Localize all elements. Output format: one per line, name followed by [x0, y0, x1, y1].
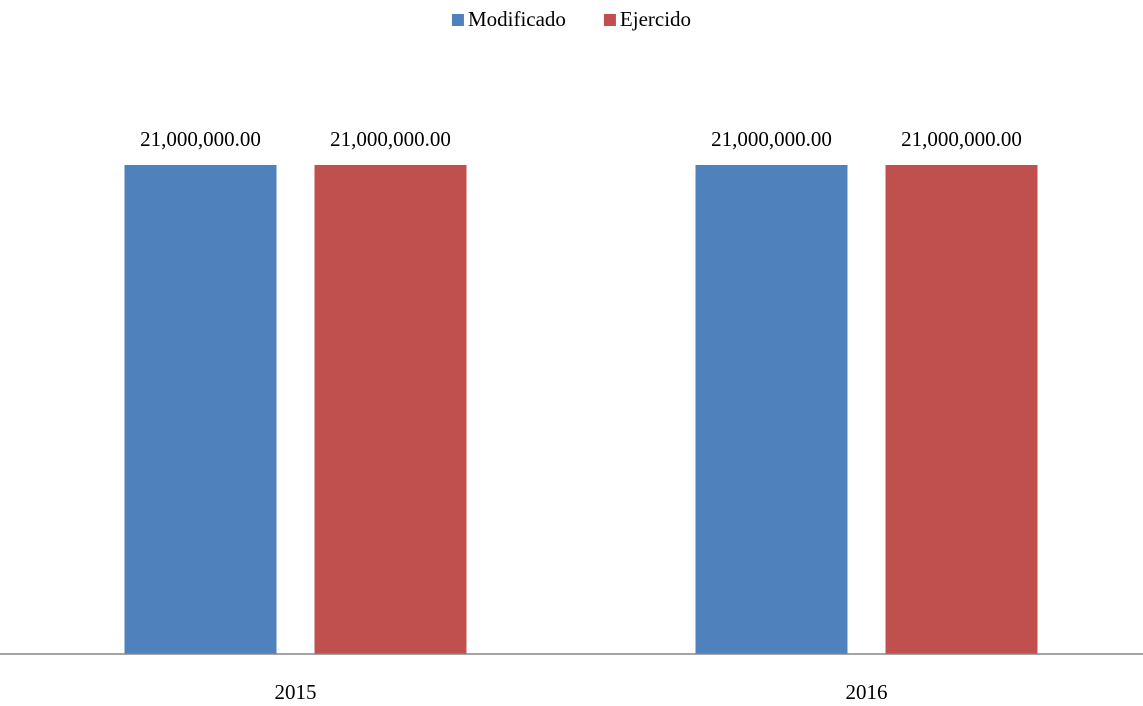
bar — [124, 165, 277, 654]
x-tick-label: 2015 — [275, 680, 317, 704]
legend-label: Ejercido — [620, 7, 691, 31]
data-label: 21,000,000.00 — [140, 127, 261, 151]
data-label: 21,000,000.00 — [711, 127, 832, 151]
legend-label: Modificado — [468, 7, 566, 31]
legend-swatch — [603, 14, 616, 26]
data-label: 21,000,000.00 — [330, 127, 451, 151]
bar — [695, 165, 848, 654]
bar — [314, 165, 467, 654]
data-label: 21,000,000.00 — [901, 127, 1022, 151]
legend-swatch — [451, 14, 464, 26]
x-tick-label: 2016 — [846, 680, 888, 704]
bar — [885, 165, 1038, 654]
